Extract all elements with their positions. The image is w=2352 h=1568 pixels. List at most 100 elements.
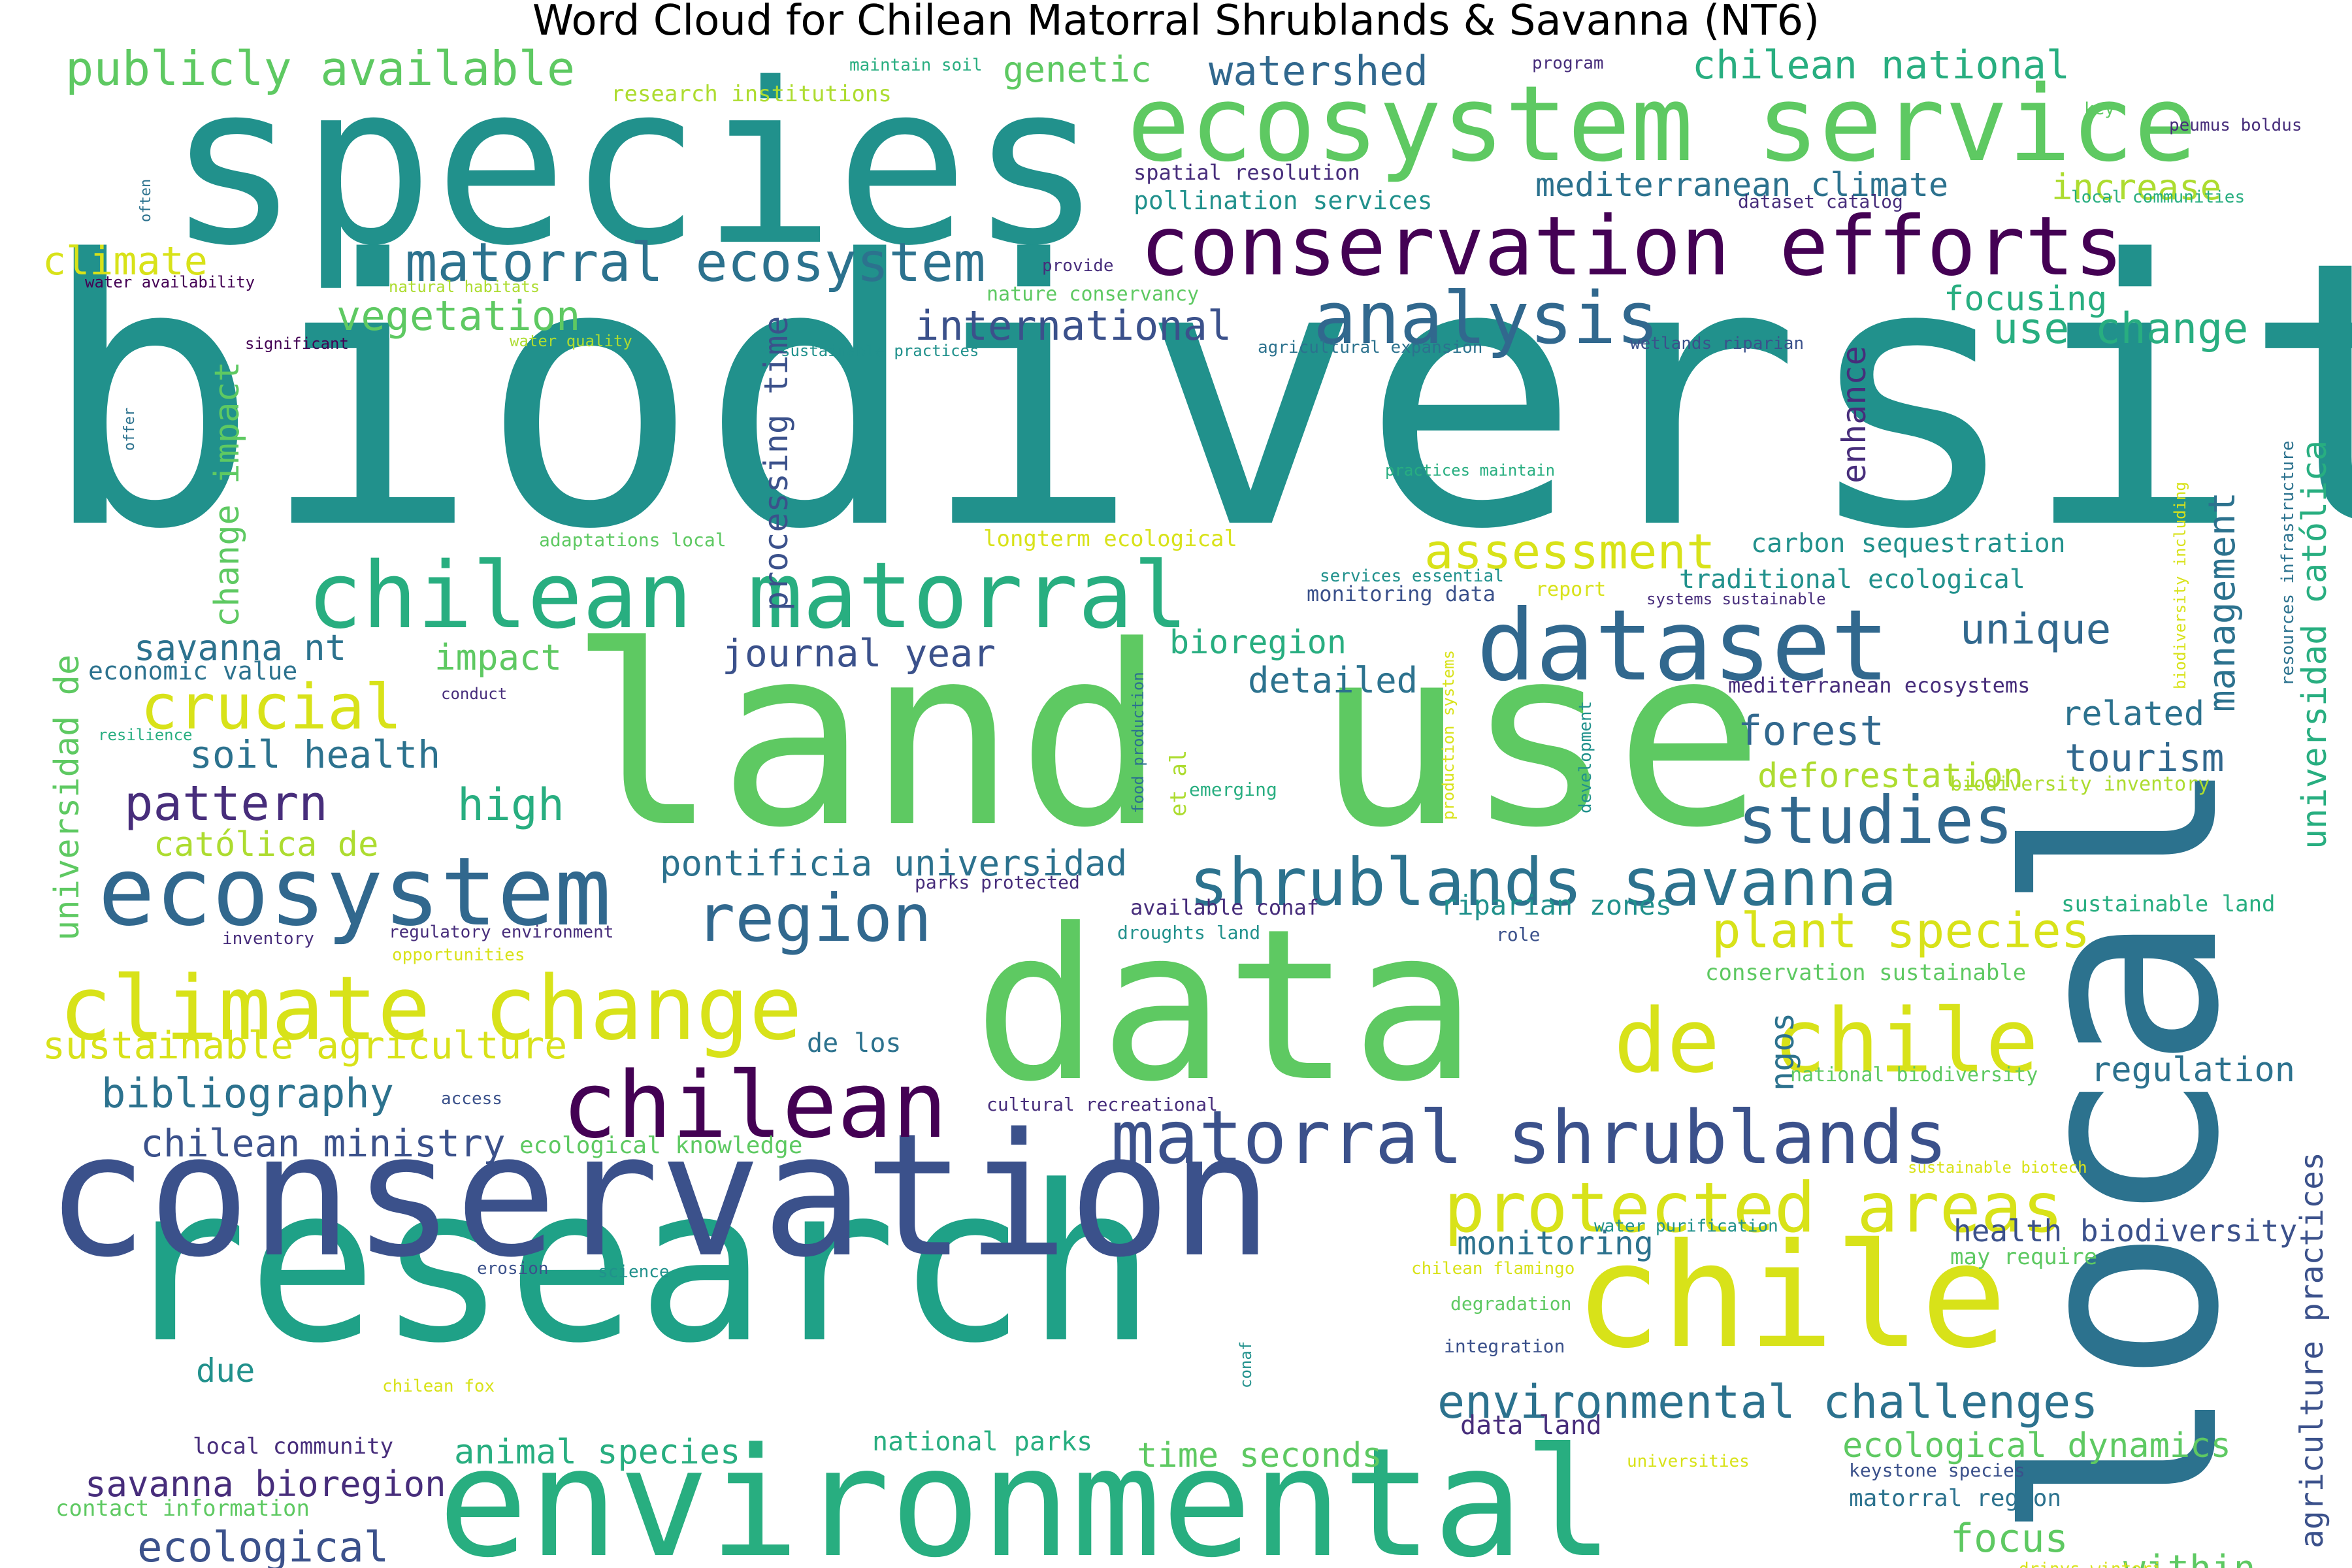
word-ngos: ngos bbox=[1763, 1013, 1801, 1091]
word-national-biodiversity: national biodiversity bbox=[1790, 1064, 2038, 1086]
word-region: region bbox=[696, 880, 932, 956]
word-sustainable-land: sustainable land bbox=[2061, 891, 2276, 917]
word-matorral-shrublands: matorral shrublands bbox=[1111, 1096, 1948, 1181]
word-report: report bbox=[1535, 578, 1606, 601]
word-time-seconds: time seconds bbox=[1137, 1436, 1382, 1475]
word-carbon-sequestration: carbon sequestration bbox=[1751, 529, 2066, 559]
word-ecological-knowledge: ecological knowledge bbox=[519, 1132, 802, 1159]
word-sustainable-agriculture: sustainable agriculture bbox=[42, 1023, 567, 1068]
word-chilean: chilean bbox=[562, 1053, 947, 1159]
word-chilean-ministry: chilean ministry bbox=[140, 1121, 506, 1166]
word-chilean-flamingo: chilean flamingo bbox=[1411, 1259, 1575, 1279]
word-wetlands-riparian: wetlands riparian bbox=[1630, 334, 1804, 353]
word-savanna-nt: savanna nt bbox=[134, 627, 346, 668]
word-may-require: may require bbox=[1950, 1244, 2097, 1270]
word-monitoring: monitoring bbox=[1457, 1224, 1654, 1262]
word-biodiversity-including: biodiversity including bbox=[2171, 482, 2189, 689]
word-natural-habitats: natural habitats bbox=[389, 278, 540, 296]
word-universidad-catolica: universidad católica bbox=[2295, 440, 2334, 849]
word-offer: offer bbox=[122, 408, 138, 451]
word-biodiversity: biodiversity bbox=[39, 184, 2352, 610]
word-opportunities: opportunities bbox=[392, 945, 525, 965]
word-regulation: regulation bbox=[2091, 1051, 2295, 1090]
word-animal-species: animal species bbox=[454, 1433, 740, 1472]
word-matorral-region: matorral region bbox=[1849, 1485, 2061, 1512]
word-conservation-efforts: conservation efforts bbox=[1140, 199, 2123, 294]
word-unique: unique bbox=[1960, 606, 2111, 654]
word-crucial: crucial bbox=[140, 672, 402, 743]
word-journal-year: journal year bbox=[722, 631, 996, 676]
word-drinys-winteri: drinys winteri bbox=[2019, 1560, 2162, 1568]
word-shrublands-savanna: shrublands savanna bbox=[1189, 844, 1897, 921]
word-forest: forest bbox=[1738, 707, 1884, 755]
word-pontificia-universidad: pontificia universidad bbox=[660, 843, 1127, 884]
word-et-al: et al bbox=[1166, 750, 1192, 817]
word-services-essential: services essential bbox=[1320, 566, 1504, 586]
word-dataset: dataset bbox=[1477, 589, 1889, 703]
word-genetic: genetic bbox=[1003, 49, 1152, 90]
word-local: local bbox=[1973, 755, 2277, 1542]
word-water-quality: water quality bbox=[510, 332, 632, 350]
word-riparian-zones: riparian zones bbox=[1441, 889, 1672, 921]
word-studies: studies bbox=[1738, 782, 2013, 858]
word-enhance: enhance bbox=[1835, 346, 1873, 483]
word-economic-value: economic value bbox=[88, 657, 297, 685]
word-vegetation: vegetation bbox=[336, 292, 580, 340]
word-species: species bbox=[167, 36, 1103, 295]
word-due: due bbox=[196, 1352, 255, 1390]
word-maintain-soil: maintain soil bbox=[849, 56, 983, 75]
word-food-production: food production bbox=[1129, 672, 1147, 813]
word-publicly-available: publicly available bbox=[65, 41, 575, 96]
word-research: research bbox=[118, 1139, 1156, 1390]
word-bioregion: bioregion bbox=[1169, 623, 1347, 661]
word-focus: focus bbox=[1950, 1516, 2068, 1561]
word-contact-information: contact information bbox=[56, 1495, 310, 1522]
word-universidad-de: universidad de bbox=[48, 655, 87, 941]
word-significant: significant bbox=[245, 335, 349, 353]
word-matorral-ecosystem: matorral ecosystem bbox=[405, 232, 986, 294]
word-resilience: resilience bbox=[98, 726, 193, 744]
word-national-parks: national parks bbox=[872, 1427, 1092, 1457]
word-parks-protected: parks protected bbox=[915, 872, 1080, 893]
word-mediterranean-ecosystems: mediterranean ecosystems bbox=[1728, 673, 2030, 698]
word-role: role bbox=[1496, 924, 1540, 945]
word-environmental: environmental bbox=[438, 1416, 1614, 1568]
word-environmental-challenges: environmental challenges bbox=[1437, 1375, 2098, 1429]
word-impact: impact bbox=[434, 637, 562, 678]
word-water-availability: water availability bbox=[85, 273, 255, 291]
word-provide: provide bbox=[1042, 256, 1114, 276]
word-ecosystem: ecosystem bbox=[98, 837, 612, 947]
word-data: data bbox=[973, 885, 1477, 1128]
word-tourism: tourism bbox=[2065, 736, 2224, 780]
word-inventory: inventory bbox=[222, 929, 314, 949]
word-emerging: emerging bbox=[1189, 779, 1277, 800]
word-resources-infrastructure: resources infrastructure bbox=[2278, 440, 2298, 686]
word-detailed: detailed bbox=[1248, 660, 1418, 701]
word-water-purification: water purification bbox=[1594, 1217, 1778, 1236]
word-pollination-services: pollination services bbox=[1134, 186, 1433, 215]
word-droughts-land: droughts land bbox=[1117, 922, 1260, 943]
word-change-impact: change impact bbox=[208, 361, 247, 627]
word-production-systems: production systems bbox=[1439, 650, 1458, 820]
word-high: high bbox=[457, 779, 564, 831]
word-universities: universities bbox=[1627, 1452, 1750, 1471]
word-biodiversity-inventory: biodiversity inventory bbox=[1950, 773, 2210, 796]
word-key: key bbox=[2084, 99, 2115, 119]
word-use-change: use change bbox=[1993, 304, 2248, 353]
word-conservation: conservation bbox=[46, 1098, 1273, 1295]
word-savanna-bioregion: savanna bioregion bbox=[85, 1463, 446, 1505]
word-processing-time: processing time bbox=[757, 316, 795, 611]
word-systems-sustainable: systems sustainable bbox=[1646, 590, 1826, 608]
word-science: science bbox=[598, 1262, 670, 1282]
word-sustainable-practices: sustainable practices bbox=[781, 342, 979, 360]
word-plant-species: plant species bbox=[1712, 903, 2090, 959]
word-integration: integration bbox=[1444, 1335, 1565, 1357]
word-cultural-recreational: cultural recreational bbox=[987, 1094, 1218, 1115]
word-management: management bbox=[2201, 492, 2244, 712]
word-ecosystem-service: ecosystem service bbox=[1127, 63, 2197, 185]
word-program: program bbox=[1532, 54, 1604, 73]
word-climate: climate bbox=[42, 238, 208, 284]
word-development: development bbox=[1576, 701, 1595, 813]
word-de-los: de los bbox=[807, 1028, 902, 1058]
word-ecological: ecological bbox=[137, 1524, 389, 1568]
